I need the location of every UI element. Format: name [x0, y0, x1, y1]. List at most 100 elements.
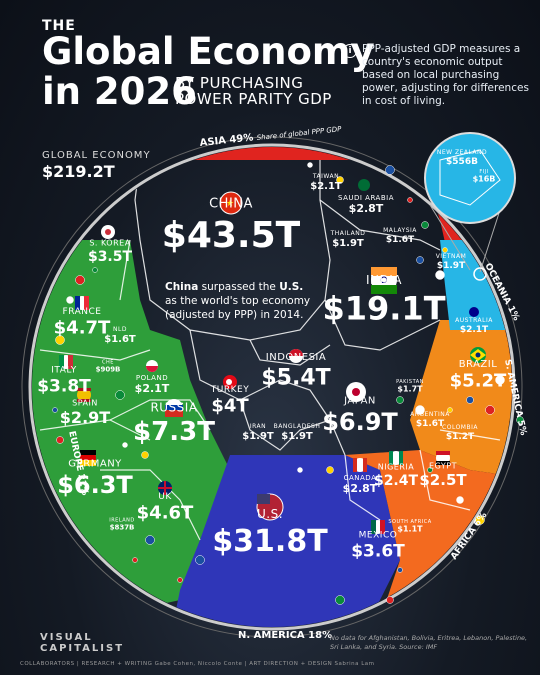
country-name-pakistan: PAKISTAN — [396, 379, 424, 385]
subtitle: BY PURCHASING POWER PARITY GDP — [175, 74, 332, 108]
country-name-germany: GERMANY — [68, 458, 122, 469]
small-flag-dot — [132, 557, 138, 563]
country-name-egypt: EGYPT — [429, 462, 457, 471]
small-flag-dot — [297, 467, 303, 473]
small-flag-dot — [421, 221, 429, 229]
callout-line-3: (adjusted by PPP) in 2014. — [165, 309, 303, 321]
country-name-ireland: IRELAND — [109, 518, 135, 524]
country-value-fiji: $16B — [473, 175, 496, 184]
small-flag-dot — [145, 535, 155, 545]
small-flag-dot — [335, 595, 345, 605]
country-value-japan: $6.9T — [322, 408, 398, 436]
country-name-japan: JAPAN — [343, 395, 376, 406]
saudi-arabia-flag-icon — [358, 179, 370, 191]
country-name-spain: SPAIN — [72, 399, 98, 408]
country-value-egypt: $2.5T — [419, 471, 467, 489]
small-flag-dot — [397, 567, 403, 573]
title-line-2: in 2026 — [42, 70, 197, 113]
country-value-india: $19.1T — [322, 289, 445, 327]
small-flag-dot — [336, 176, 344, 184]
outer-ring-2 — [21, 136, 523, 638]
country-value-france: $4.7T — [54, 318, 111, 339]
small-flag-dot — [435, 270, 445, 280]
small-flag-dot — [475, 515, 485, 525]
country-value-brazil: $5.2T — [450, 371, 507, 392]
spain-flag-icon — [77, 388, 91, 402]
poland-flag-icon — [146, 360, 158, 372]
country-name-mexico: MEXICO — [359, 531, 398, 541]
country-value-taiwan: $2.1T — [310, 181, 342, 192]
country-value-pakistan: $1.7T — [397, 385, 423, 394]
country-value-argentina: $1.6T — [416, 419, 445, 429]
germany-flag-icon — [80, 450, 96, 466]
country-value-australia: $2.1T — [460, 325, 489, 335]
indonesia-flag-icon — [289, 349, 303, 363]
callout-line-2: as the world's top economy — [165, 295, 310, 307]
country-value-saudi-arabia: $2.8T — [349, 202, 384, 215]
country-value-bangladesh: $1.9T — [281, 431, 313, 442]
country-name-brazil: BRAZIL — [459, 359, 498, 370]
small-flag-dot — [56, 436, 64, 444]
source-note: No data for Afghanistan, Bolivia, Eritre… — [330, 634, 528, 651]
country-name-russia: RUSSIA — [150, 401, 197, 415]
country-name-fiji: FIJI — [479, 169, 488, 175]
country-value-mexico: $3.6T — [351, 541, 405, 561]
country-name-uk: UK — [158, 492, 172, 502]
small-flag-dot — [407, 197, 413, 203]
country-value-colombia: $1.2T — [446, 432, 475, 442]
country-value-ireland: $837B — [110, 523, 135, 531]
country-value-spain: $2.9T — [60, 408, 110, 427]
small-flag-dot — [447, 407, 453, 413]
australia-flag-icon — [469, 307, 479, 317]
country-name-turkey: TURKEY — [210, 385, 249, 395]
small-flag-dot — [442, 247, 448, 253]
small-flag-dot — [427, 467, 433, 473]
small-flag-dot — [52, 407, 58, 413]
country-value-thailand: $1.9T — [332, 238, 364, 249]
small-flag-dot — [385, 165, 395, 175]
oceania-inset — [424, 132, 516, 281]
global-economy-label: GLOBAL ECONOMY — [42, 150, 151, 161]
info-icon: i — [343, 44, 357, 58]
japan-flag-icon — [346, 382, 366, 402]
country-labels: CHINA $43.5T U.S. $31.8T INDIA $19.1T RUSSIA $7… — [37, 149, 507, 562]
small-flag-dot — [141, 451, 149, 459]
country-value-malaysia: $1.6T — [386, 235, 415, 245]
brand-line-2: CAPITALIST — [40, 643, 125, 654]
italy-flag-icon — [59, 355, 73, 369]
country-name-iran: IRAN — [250, 423, 266, 430]
china-flag-icon: ★ — [219, 191, 243, 215]
south-korea-flag-icon — [101, 225, 115, 239]
country-name-canada: CANADA — [344, 474, 377, 482]
small-flag-dot — [396, 396, 404, 404]
country-name-taiwan: TAIWAN — [312, 173, 339, 180]
country-name-indonesia: INDONESIA — [266, 352, 326, 363]
country-name-saudi-arabia: SAUDI ARABIA — [338, 194, 394, 202]
country-value-iran: $1.9T — [242, 431, 274, 442]
turkey-flag-icon — [223, 375, 237, 389]
country-name-china: CHINA — [209, 197, 253, 212]
egypt-flag-icon — [436, 451, 450, 465]
global-economy-value: $219.2T — [42, 162, 115, 181]
country-name-vietnam: VIETNAM — [436, 253, 467, 260]
small-flag-dot — [416, 256, 424, 264]
country-name-nld: NLD — [113, 326, 127, 333]
country-name-australia: AUSTRALIA — [455, 317, 493, 324]
country-name-new-zealand: NEW ZEALAND — [437, 149, 487, 156]
callout-line-1: China surpassed the U.S. — [165, 281, 303, 293]
country-name-malaysia: MALAYSIA — [383, 227, 417, 234]
brazil-flag-icon — [470, 347, 486, 363]
svg-text:★: ★ — [226, 199, 234, 209]
country-value-vietnam: $1.9T — [437, 261, 466, 271]
country-value-indonesia: $5.4T — [261, 365, 330, 390]
small-flag-dot — [386, 596, 394, 604]
small-flag-dot — [307, 162, 313, 168]
country-name-u-s-: U.S. — [257, 507, 283, 521]
country-value-che: $909B — [96, 365, 121, 373]
country-value-u-s-: $31.8T — [212, 524, 328, 559]
country-name-che: CHE — [102, 360, 114, 366]
uk-flag-icon — [158, 481, 172, 495]
country-name-s-korea: S. KOREA — [89, 238, 130, 247]
credits: COLLABORATORS | RESEARCH + WRITING Gabe … — [20, 661, 375, 667]
